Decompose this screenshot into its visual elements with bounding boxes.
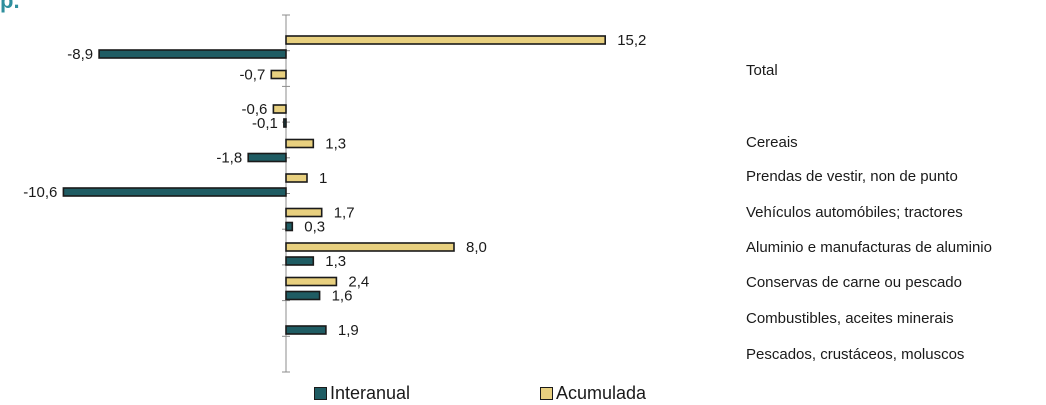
- data-label-interanual-7: 1,6: [332, 288, 353, 305]
- legend-swatch-acumulada: [540, 387, 553, 400]
- bar-interanual-3: [247, 152, 287, 163]
- category-label: Aluminio e manufacturas de aluminio: [746, 239, 992, 256]
- bar-acumulada-2: [272, 104, 287, 114]
- bar-interanual-0: [98, 49, 287, 59]
- bar-interanual-8: [285, 325, 327, 335]
- bar-interanual-6: [285, 256, 315, 266]
- data-label-acumulada-6: 8,0: [466, 239, 487, 256]
- category-label: Pescados, crustáceos, moluscos: [746, 346, 965, 363]
- legend-swatch-interanual: [314, 387, 327, 400]
- legend-label-acumulada: Acumulada: [556, 383, 647, 403]
- bar-acumulada-4: [285, 173, 308, 183]
- category-label: Prendas de vestir, non de punto: [746, 168, 958, 185]
- data-label-interanual-0: -8,9: [67, 46, 93, 63]
- category-label: Cereais: [746, 134, 798, 151]
- bar-interanual-4: [62, 187, 287, 197]
- chart-title-fragment: p.: [0, 0, 20, 13]
- data-label-acumulada-1: -0,7: [239, 67, 265, 84]
- category-label: Total: [746, 62, 778, 79]
- data-label-acumulada-4: 1: [319, 170, 327, 187]
- bar-interanual-2: [283, 118, 287, 128]
- legend-item-acumulada: Acumulada: [540, 383, 646, 404]
- category-label: Combustibles, aceites minerais: [746, 310, 954, 327]
- data-label-acumulada-3: 1,3: [325, 136, 346, 153]
- bar-acumulada-5: [285, 207, 323, 218]
- data-label-acumulada-7: 2,4: [348, 274, 369, 291]
- category-label: Conservas de carne ou pescado: [746, 274, 962, 291]
- data-label-interanual-8: 1,9: [338, 322, 359, 339]
- bar-acumulada-7: [285, 276, 338, 287]
- bar-acumulada-3: [285, 138, 315, 149]
- data-label-interanual-3: -1,8: [216, 150, 242, 167]
- data-label-acumulada-2: -0,6: [242, 101, 268, 118]
- legend-label-interanual: Interanual: [330, 383, 411, 403]
- data-label-interanual-2: -0,1: [252, 115, 278, 132]
- data-label-interanual-4: -10,6: [23, 184, 57, 201]
- bar-interanual-5: [285, 221, 294, 232]
- bar-acumulada-0: [285, 35, 607, 45]
- data-label-interanual-5: 0,3: [304, 219, 325, 236]
- legend-item-interanual: Interanual: [314, 383, 410, 404]
- data-label-interanual-6: 1,3: [325, 253, 346, 270]
- bar-interanual-7: [285, 290, 321, 301]
- bar-acumulada-1: [270, 69, 287, 80]
- data-label-acumulada-0: 15,2: [617, 32, 646, 49]
- data-label-acumulada-5: 1,7: [334, 205, 355, 222]
- category-label: Vehículos automóbiles; tractores: [746, 204, 963, 221]
- bar-acumulada-6: [285, 242, 455, 252]
